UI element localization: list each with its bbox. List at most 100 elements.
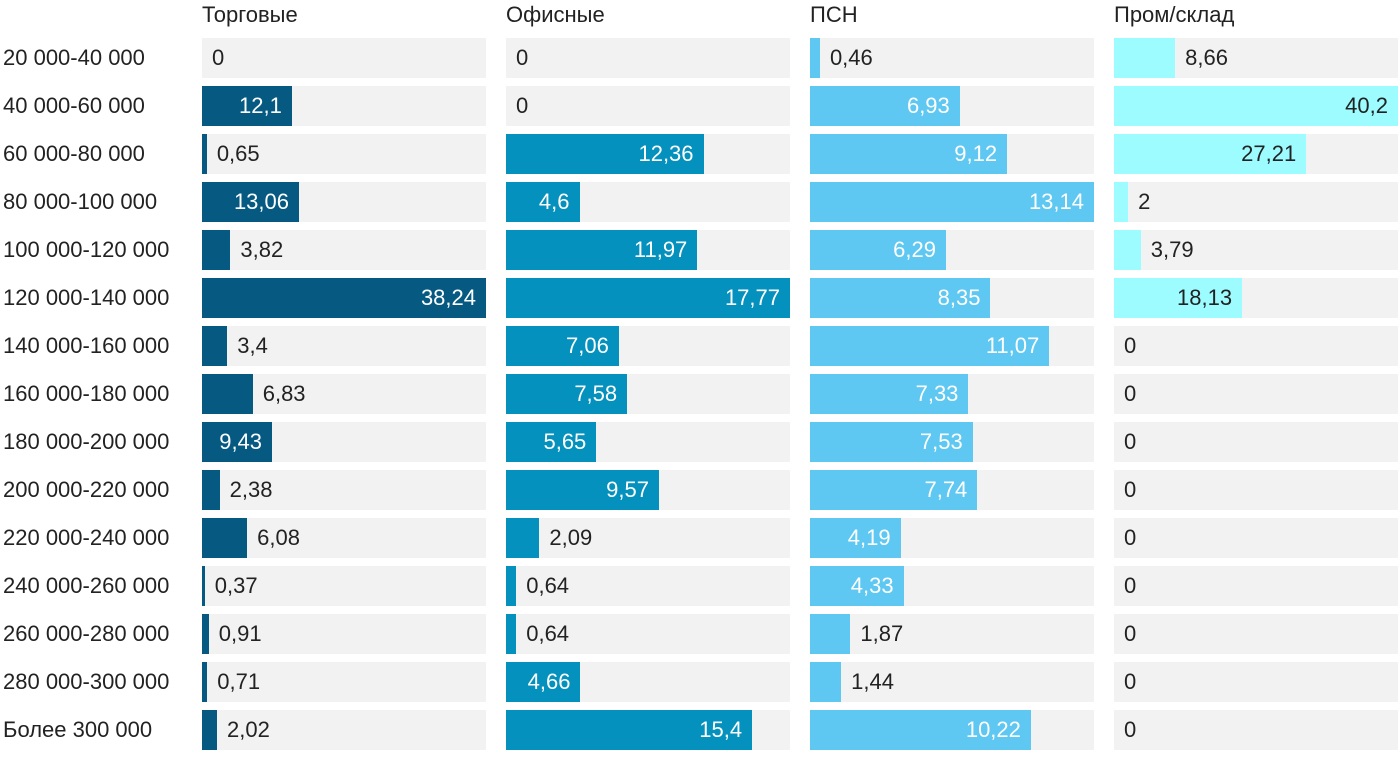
bar-track: 3,4	[202, 326, 486, 366]
data-label: 13,06	[233, 189, 289, 214]
bar-track: 2	[1114, 182, 1398, 222]
bar-track: 0	[1114, 710, 1398, 750]
bar	[810, 230, 946, 270]
bar-track: 1,87	[810, 614, 1094, 654]
bar-track: 2,02	[202, 710, 486, 750]
data-label: 0,71	[217, 669, 261, 694]
bar-track: 40,2	[1114, 86, 1398, 126]
data-label: 0,64	[526, 621, 570, 646]
bar-track: 12,36	[506, 134, 790, 174]
bar	[202, 422, 273, 462]
data-label: 1,44	[851, 669, 894, 694]
bar	[506, 182, 580, 222]
bar-track: 8,66	[1114, 38, 1398, 78]
bar-track: 0	[1114, 614, 1398, 654]
bar	[506, 326, 619, 366]
bar	[506, 566, 517, 606]
data-label: 0	[1124, 669, 1137, 694]
bar-track: 38,24	[202, 278, 486, 318]
data-label: 11,97	[633, 237, 688, 262]
bar-track: 0,64	[506, 566, 790, 606]
bar-track: 2,38	[202, 470, 486, 510]
data-label: 8,66	[1185, 45, 1228, 70]
data-label: 17,77	[724, 285, 780, 310]
data-label: 4,19	[847, 525, 891, 550]
bar-track: 4,66	[506, 662, 790, 702]
category-label: 80 000-100 000	[3, 189, 158, 214]
bar	[202, 710, 217, 750]
data-label: 0,46	[829, 45, 873, 70]
bar	[202, 86, 292, 126]
bar-track: 11,97	[506, 230, 790, 270]
bar-track: 2,09	[506, 518, 790, 558]
category-label: 120 000-140 000	[3, 285, 170, 310]
bar-track: 17,77	[506, 278, 790, 318]
bar	[810, 278, 991, 318]
bar-track: 0,37	[202, 566, 486, 606]
data-label: 7,06	[566, 333, 609, 358]
category-label: 200 000-220 000	[3, 477, 170, 502]
bar	[506, 662, 581, 702]
bar	[202, 182, 299, 222]
data-label: 0	[1124, 381, 1137, 406]
bar-track: 5,65	[506, 422, 790, 462]
data-label: 38,24	[420, 285, 476, 310]
series-title: Пром/склад	[1114, 2, 1235, 27]
bar	[1114, 230, 1141, 270]
bar	[810, 38, 820, 78]
bar	[506, 374, 628, 414]
data-label: 4,66	[527, 669, 571, 694]
bar	[810, 518, 901, 558]
category-label: 280 000-300 000	[3, 669, 170, 694]
category-label: 240 000-260 000	[3, 573, 170, 598]
bar-track: 7,58	[506, 374, 790, 414]
data-label: 27,21	[1241, 141, 1297, 166]
series-title: ПСН	[810, 2, 858, 27]
category-label: 180 000-200 000	[3, 429, 170, 454]
category-label: 220 000-240 000	[3, 525, 170, 550]
bar-track: 4,6	[506, 182, 790, 222]
data-label: 0	[1124, 573, 1137, 598]
bar-track: 0	[1114, 470, 1398, 510]
bar-track: 7,06	[506, 326, 790, 366]
bar-track: 11,07	[810, 326, 1094, 366]
bar	[506, 278, 790, 318]
bar	[1114, 182, 1129, 222]
bar	[202, 662, 208, 702]
data-label: 10,22	[965, 717, 1021, 742]
bar	[810, 662, 842, 702]
bar	[202, 134, 207, 174]
series-title: Офисные	[506, 2, 605, 27]
bar-track: 10,22	[810, 710, 1094, 750]
data-label: 5,65	[543, 429, 587, 454]
bar	[1114, 86, 1398, 126]
bar-track: 0,71	[202, 662, 486, 702]
bar	[506, 470, 659, 510]
bar-track: 0	[1114, 566, 1398, 606]
bar	[202, 518, 248, 558]
bar-track: 6,08	[202, 518, 486, 558]
data-label: 0	[516, 45, 529, 70]
bar-track: 0,65	[202, 134, 486, 174]
category-label: 260 000-280 000	[3, 621, 170, 646]
bar	[810, 422, 973, 462]
bar-track: 1,44	[810, 662, 1094, 702]
bar	[506, 134, 704, 174]
data-label: 0	[1124, 477, 1137, 502]
data-label: 2,02	[227, 717, 270, 742]
data-label: 7,58	[574, 381, 618, 406]
category-label: 40 000-60 000	[3, 93, 145, 118]
category-label: 140 000-160 000	[3, 333, 170, 358]
data-label: 13,14	[1028, 189, 1084, 214]
bar-track: 0	[1114, 326, 1398, 366]
bar-track: 7,33	[810, 374, 1094, 414]
bar-track: 0	[1114, 422, 1398, 462]
data-label: 4,6	[538, 189, 570, 214]
bar	[202, 326, 228, 366]
bar-track: 13,14	[810, 182, 1094, 222]
data-label: 0	[212, 45, 225, 70]
data-label: 0,64	[526, 573, 570, 598]
bar-track: 0,91	[202, 614, 486, 654]
bar-track: 4,33	[810, 566, 1094, 606]
